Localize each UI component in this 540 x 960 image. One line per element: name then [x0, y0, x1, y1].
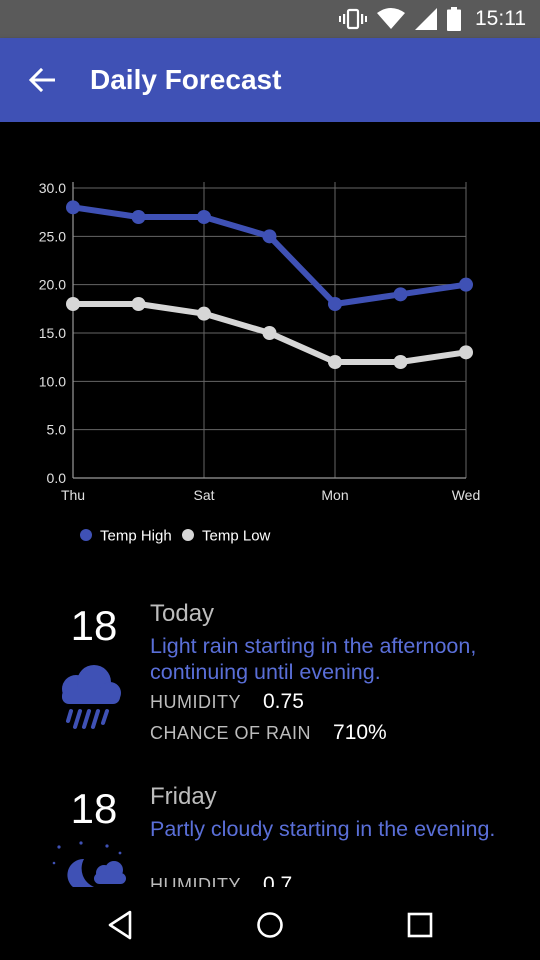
data-point — [393, 355, 408, 369]
humidity-row: HUMIDITY 0.75 — [150, 690, 304, 714]
rain-cloud-icon — [62, 665, 121, 729]
nav-home-icon — [257, 912, 283, 938]
forecast-summary: Light rain starting in the afternoon, co… — [150, 634, 477, 684]
forecast-summary: Partly cloudy starting in the evening. — [150, 817, 496, 841]
status-time: 15:11 — [475, 7, 526, 30]
back-button[interactable] — [22, 60, 62, 100]
data-point — [66, 200, 80, 215]
data-point — [459, 345, 473, 360]
y-tick-label: 10.0 — [39, 373, 66, 389]
data-point — [393, 287, 408, 302]
humidity-label: HUMIDITY — [150, 692, 241, 712]
humidity-value: 0.75 — [263, 690, 304, 713]
nav-home-button[interactable] — [250, 905, 290, 945]
legend-marker — [80, 529, 92, 541]
data-point — [197, 210, 211, 224]
data-point — [131, 210, 146, 224]
wifi-icon — [377, 8, 405, 29]
legend-label: Temp High — [100, 528, 172, 545]
nav-back-icon — [108, 910, 132, 940]
forecast-list[interactable]: 18 Today Light rain starting in the afte… — [0, 580, 540, 887]
forecast-temp: 18 — [70, 602, 118, 649]
data-point — [262, 229, 277, 244]
partly-cloudy-night-icon — [52, 841, 126, 887]
data-point — [328, 355, 342, 369]
y-tick-label: 30.0 — [39, 180, 66, 196]
y-tick-label: 0.0 — [47, 470, 67, 486]
y-tick-label: 15.0 — [39, 325, 66, 341]
data-point — [328, 297, 342, 311]
data-point — [197, 306, 211, 321]
chance-of-rain-label: CHANCE OF RAIN — [150, 723, 312, 743]
x-tick-label: Sat — [193, 487, 214, 503]
y-tick-label: 5.0 — [47, 422, 67, 438]
data-point — [66, 297, 80, 311]
data-point — [459, 277, 473, 292]
series-line-high — [72, 204, 467, 307]
legend-label: Temp Low — [202, 528, 271, 545]
battery-icon — [447, 7, 461, 31]
data-point — [262, 326, 277, 340]
humidity-row: HUMIDITY 0.7 — [150, 873, 292, 887]
chance-of-rain-value: 710% — [333, 721, 387, 744]
app-bar: Daily Forecast — [0, 38, 540, 122]
chance-of-rain-row: CHANCE OF RAIN 710% — [150, 721, 387, 745]
data-point — [131, 297, 146, 311]
nav-recents-icon — [407, 912, 433, 938]
arrow-left-icon — [29, 68, 55, 92]
x-tick-label: Thu — [61, 487, 85, 503]
y-tick-label: 20.0 — [39, 277, 66, 293]
x-tick-label: Mon — [321, 487, 348, 503]
page-title: Daily Forecast — [90, 64, 282, 95]
humidity-label: HUMIDITY — [150, 875, 241, 887]
navigation-bar — [0, 887, 540, 960]
status-bar: 15:11 — [0, 0, 540, 38]
forecast-day: Today — [150, 600, 215, 627]
nav-back-button[interactable] — [100, 905, 140, 945]
legend-marker — [182, 529, 194, 541]
nav-recents-button[interactable] — [400, 905, 440, 945]
forecast-day: Friday — [150, 783, 217, 810]
y-tick-label: 25.0 — [39, 228, 66, 244]
x-tick-label: Wed — [452, 487, 481, 503]
forecast-temp: 18 — [70, 785, 118, 832]
vibrate-icon — [339, 8, 367, 30]
signal-icon — [415, 8, 437, 30]
humidity-value: 0.7 — [263, 873, 293, 887]
